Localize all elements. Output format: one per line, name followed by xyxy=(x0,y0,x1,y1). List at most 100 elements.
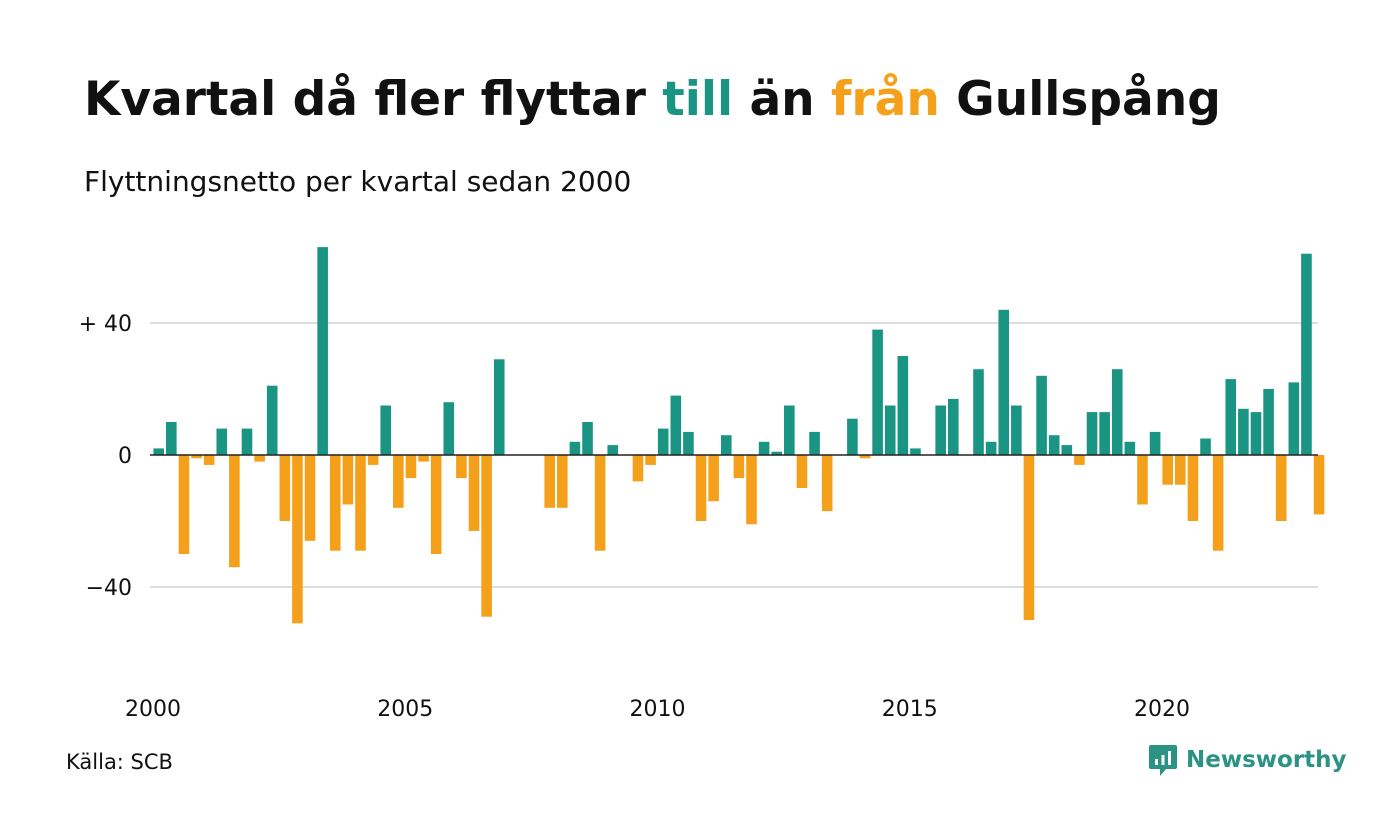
bar xyxy=(329,455,341,551)
bar xyxy=(178,455,190,554)
bar xyxy=(809,431,820,455)
bar xyxy=(1149,431,1161,455)
bar xyxy=(1048,435,1060,455)
bar xyxy=(683,431,694,455)
bar xyxy=(166,422,177,455)
bar xyxy=(468,455,480,531)
bar xyxy=(1162,455,1173,485)
bar xyxy=(758,441,770,455)
bar xyxy=(443,402,455,455)
bar xyxy=(1275,455,1287,521)
bar xyxy=(1313,455,1325,515)
bar-chart: −40 0 + 40 2000 2005 2010 2015 2020 xyxy=(79,247,1325,722)
bar xyxy=(266,385,278,455)
x-axis-ticks: 2000 2005 2010 2015 2020 xyxy=(125,697,1190,722)
bar xyxy=(229,455,240,568)
brand-name: Newsworthy xyxy=(1186,747,1347,773)
x-tick-label: 2020 xyxy=(1134,697,1190,722)
bar xyxy=(1212,455,1224,551)
bar xyxy=(985,441,997,455)
bar xyxy=(493,359,505,455)
bar xyxy=(1086,412,1098,455)
bar xyxy=(872,329,883,455)
bar xyxy=(342,455,354,505)
bar xyxy=(910,448,921,455)
bar xyxy=(304,455,316,541)
bar xyxy=(241,428,253,455)
bar xyxy=(191,455,202,459)
bar xyxy=(708,455,719,502)
bar xyxy=(1200,438,1211,455)
bar xyxy=(393,455,404,508)
bar xyxy=(695,455,707,521)
bar xyxy=(1111,369,1123,455)
bar xyxy=(557,455,568,508)
bar xyxy=(884,405,896,455)
bar xyxy=(947,398,959,455)
chart-title: Kvartal då fler flyttar till än från Gul… xyxy=(84,72,1221,127)
title-part: Kvartal då fler flyttar xyxy=(84,72,663,127)
bar xyxy=(998,309,1010,455)
title-part: Gullspång xyxy=(939,72,1221,127)
bar xyxy=(1011,405,1022,455)
grid-lines xyxy=(150,322,1318,588)
bar xyxy=(657,428,669,455)
bar xyxy=(1225,379,1237,455)
bar xyxy=(1187,455,1199,521)
bar xyxy=(607,445,619,455)
bar xyxy=(418,455,429,462)
bar xyxy=(292,455,303,624)
bar xyxy=(859,455,871,459)
bar xyxy=(254,455,265,462)
bar xyxy=(1175,455,1186,485)
x-tick-label: 2005 xyxy=(377,697,433,722)
bar xyxy=(720,435,732,455)
bar xyxy=(279,455,291,521)
bar xyxy=(796,455,808,488)
bar xyxy=(1023,455,1035,620)
bar xyxy=(1301,253,1312,455)
bar xyxy=(847,418,858,455)
bar xyxy=(456,455,467,479)
bar xyxy=(153,448,164,455)
bar xyxy=(544,455,555,508)
bar xyxy=(380,405,392,455)
bar xyxy=(1036,375,1047,455)
bar xyxy=(897,356,909,455)
title-part: än xyxy=(733,72,831,127)
chart-subtitle: Flyttningsnetto per kvartal sedan 2000 xyxy=(84,165,632,198)
source-note: Källa: SCB xyxy=(66,750,173,774)
bar xyxy=(771,451,783,455)
y-axis-ticks: −40 0 + 40 xyxy=(79,312,132,601)
x-tick-label: 2015 xyxy=(882,697,938,722)
bar xyxy=(367,455,379,465)
bar xyxy=(594,455,606,551)
bar xyxy=(821,455,833,512)
title-part: till xyxy=(662,72,734,127)
bar xyxy=(216,428,228,455)
x-tick-label: 2000 xyxy=(125,697,181,722)
bar xyxy=(569,441,581,455)
bar xyxy=(355,455,366,551)
bar xyxy=(1263,389,1274,455)
bars xyxy=(153,247,1325,624)
bar xyxy=(1238,408,1249,455)
bar xyxy=(1061,445,1073,455)
bar xyxy=(746,455,757,525)
bar xyxy=(582,422,593,455)
bar xyxy=(203,455,215,465)
bar xyxy=(1124,441,1136,455)
newsworthy-logo-icon xyxy=(1149,745,1177,776)
bar xyxy=(1074,455,1085,465)
y-tick-label: −40 xyxy=(86,576,132,601)
x-tick-label: 2010 xyxy=(630,697,686,722)
bar xyxy=(1250,412,1262,455)
bar xyxy=(973,369,984,455)
bar xyxy=(1288,382,1300,455)
bar xyxy=(317,247,328,455)
bar xyxy=(1137,455,1148,505)
bar xyxy=(733,455,745,479)
bar xyxy=(632,455,644,482)
brand-logo: Newsworthy xyxy=(1148,743,1347,777)
bar xyxy=(405,455,417,479)
